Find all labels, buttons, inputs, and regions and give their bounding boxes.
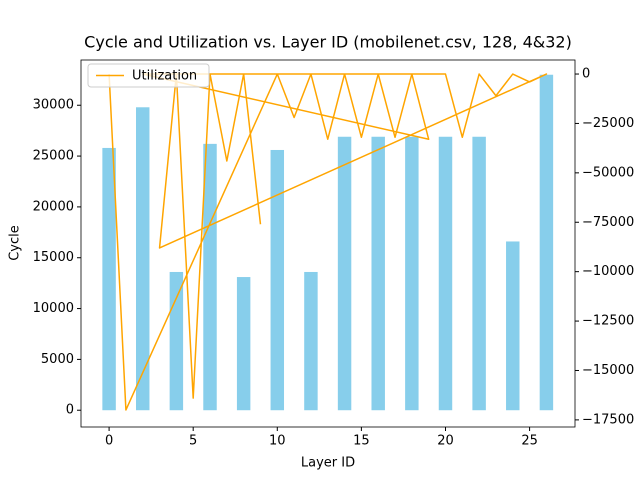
bar	[304, 271, 318, 411]
x-tick-label: 25	[521, 434, 538, 449]
bar	[539, 74, 554, 411]
legend-label: Utilization	[132, 69, 197, 84]
bar	[169, 271, 184, 411]
x-tick-label: 20	[437, 434, 454, 449]
y-tick-label: 30000	[33, 98, 74, 113]
bar	[371, 136, 385, 411]
y-tick-label: 5000	[41, 352, 74, 367]
bar	[203, 143, 217, 411]
y-axis-label: Cycle	[8, 225, 23, 261]
y2-tick-label: −10000	[582, 264, 634, 279]
y2-tick-label: −12500	[582, 314, 634, 329]
y-tick-label: 20000	[33, 199, 74, 214]
bar	[438, 136, 453, 411]
x-tick-label: 10	[269, 434, 286, 449]
bar	[337, 136, 352, 411]
y-tick-label: 0	[66, 403, 74, 418]
x-tick-label: 5	[189, 434, 197, 449]
bar	[270, 149, 285, 411]
x-tick-label: 15	[353, 434, 370, 449]
bar	[136, 107, 150, 411]
y2-tick-label: −17500	[582, 412, 634, 427]
y2-tick-label: 0	[582, 67, 590, 82]
chart-title: Cycle and Utilization vs. Layer ID (mobi…	[84, 33, 572, 52]
y2-tick-label: −25000	[582, 116, 634, 131]
bar	[236, 277, 251, 411]
y-tick-label: 15000	[33, 250, 74, 265]
legend-box	[87, 63, 210, 88]
plot-frame	[80, 59, 576, 428]
bar	[405, 136, 419, 411]
y2-tick-label: −75000	[582, 215, 634, 230]
bar	[472, 136, 486, 411]
y-tick-label: 25000	[33, 149, 74, 164]
utilization-line	[108, 73, 548, 411]
y2-tick-label: −15000	[582, 363, 634, 378]
x-axis-label: Layer ID	[301, 456, 355, 471]
bar	[102, 147, 116, 411]
y-tick-label: 10000	[33, 301, 74, 316]
y2-tick-label: −50000	[582, 165, 634, 180]
x-tick-label: 0	[105, 434, 113, 449]
bar	[506, 241, 520, 411]
